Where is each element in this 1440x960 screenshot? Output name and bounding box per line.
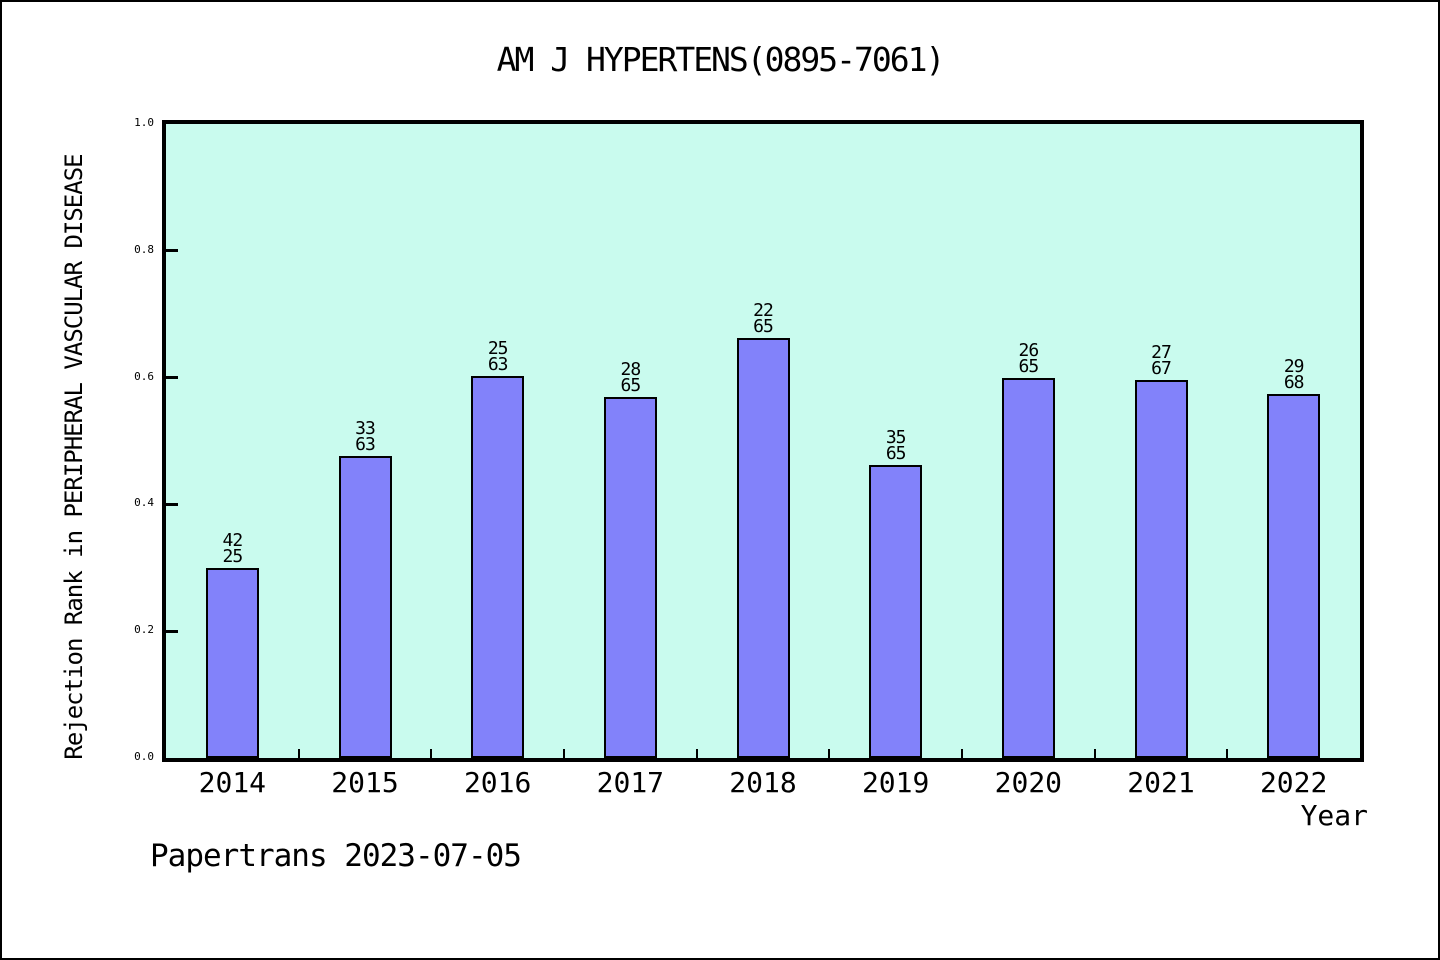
bar-label-line1: 42 xyxy=(222,530,243,551)
y-tick xyxy=(166,630,178,633)
chart-title: AM J HYPERTENS(0895-7061) xyxy=(496,40,946,79)
bar-label-line1: 27 xyxy=(1151,342,1172,363)
y-tick xyxy=(166,503,178,506)
y-tick xyxy=(166,249,178,252)
x-tick-label: 2017 xyxy=(596,766,665,799)
x-minor-tick xyxy=(430,749,433,758)
bar-label-line2: 25 xyxy=(222,546,243,567)
bar xyxy=(338,456,392,758)
bar-label-line1: 22 xyxy=(753,300,774,321)
bar xyxy=(471,376,525,758)
bar xyxy=(603,397,657,758)
bar-value-label: 22 65 xyxy=(753,300,774,337)
plot-area: 42 25 33 63 25 63 28 65 22 65 35 65 26 65 27 67 29 68 xyxy=(162,120,1364,762)
bar-label-line1: 25 xyxy=(487,338,509,359)
bar-label-line1: 33 xyxy=(355,418,376,439)
bar-value-label: 35 65 xyxy=(885,427,907,464)
y-tick-label: 1.0 xyxy=(134,116,154,129)
bar-label-line1: 26 xyxy=(1018,340,1039,361)
watermark-footer: Papertrans 2023-07-05 xyxy=(150,838,522,874)
x-tick-label: 2018 xyxy=(729,766,797,799)
x-axis-label: Year xyxy=(1300,799,1368,832)
bar-label-line1: 35 xyxy=(885,427,907,448)
bar-label-line1: 29 xyxy=(1283,356,1305,377)
x-tick-label: 2021 xyxy=(1127,766,1195,799)
x-minor-tick xyxy=(961,749,963,758)
x-tick-label: 2016 xyxy=(463,766,532,799)
bar-value-label: 26 65 xyxy=(1018,340,1039,377)
x-tick-label: 2019 xyxy=(861,766,930,799)
bar-value-label: 29 68 xyxy=(1283,356,1305,393)
bar-label-line2: 63 xyxy=(355,434,376,455)
bar xyxy=(736,338,790,758)
bar-label-line1: 28 xyxy=(620,359,641,380)
y-tick-label: 0.2 xyxy=(134,623,154,636)
bar xyxy=(205,568,259,758)
x-minor-tick xyxy=(297,749,300,758)
y-tick-label: 0.4 xyxy=(134,496,154,509)
x-tick-label: 2022 xyxy=(1259,766,1328,799)
y-tick xyxy=(166,376,178,379)
bar-label-line2: 65 xyxy=(1018,356,1039,377)
bar-label-line2: 65 xyxy=(885,443,907,464)
bar-label-line2: 68 xyxy=(1283,372,1305,393)
bar xyxy=(1001,378,1055,758)
y-tick-label: 0.8 xyxy=(134,243,154,256)
x-tick-label: 2015 xyxy=(331,766,399,799)
bar-value-label: 42 25 xyxy=(222,530,243,567)
y-tick-label: 0.6 xyxy=(134,370,154,383)
x-minor-tick xyxy=(1093,749,1096,758)
x-tick-label: 2014 xyxy=(198,766,267,799)
bar-label-line2: 63 xyxy=(487,354,509,375)
y-tick-label: 0.0 xyxy=(134,750,154,763)
bar-label-line2: 65 xyxy=(753,316,774,337)
bar xyxy=(1134,380,1188,758)
x-minor-tick xyxy=(1226,749,1229,758)
bar-value-label: 25 63 xyxy=(487,338,509,375)
x-minor-tick xyxy=(828,749,831,758)
x-minor-tick xyxy=(695,749,698,758)
bar-value-label: 27 67 xyxy=(1151,342,1172,379)
bar-label-line2: 67 xyxy=(1151,358,1172,379)
x-tick-label: 2020 xyxy=(994,766,1063,799)
bar-value-label: 33 63 xyxy=(355,418,376,455)
bar-label-line2: 65 xyxy=(620,375,641,396)
bar-value-label: 28 65 xyxy=(620,359,641,396)
bar xyxy=(1267,394,1321,758)
bar xyxy=(869,465,923,758)
x-minor-tick xyxy=(563,749,565,758)
